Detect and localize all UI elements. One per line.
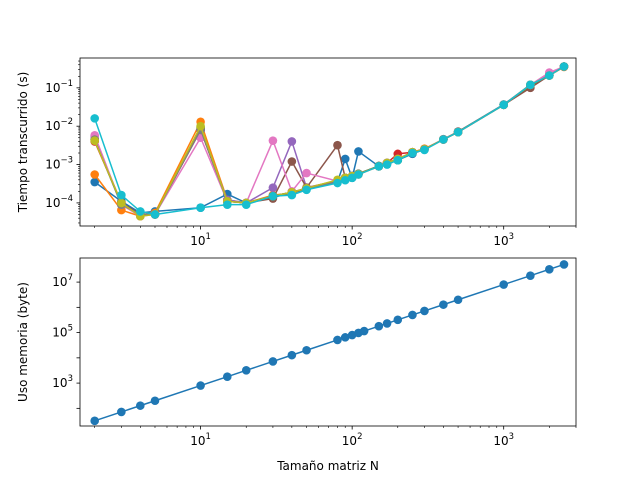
data-point — [340, 154, 350, 164]
memory-chart-frame — [79, 257, 577, 427]
data-point — [287, 137, 297, 146]
data-point — [393, 315, 403, 325]
x-tick-label: 102 — [342, 232, 363, 248]
data-point — [340, 175, 350, 185]
data-point — [268, 357, 278, 366]
data-point — [408, 310, 417, 320]
data-point — [302, 168, 311, 178]
data-point — [420, 145, 429, 155]
time-chart-frame — [79, 57, 577, 227]
data-point — [374, 162, 384, 171]
y-tick-label: 107 — [52, 273, 73, 289]
data-point — [359, 326, 369, 336]
data-point — [302, 345, 311, 355]
data-point — [333, 335, 342, 345]
data-point — [420, 306, 429, 316]
data-point — [90, 114, 99, 123]
x-tick-label: 102 — [342, 432, 363, 448]
time-chart-marks — [90, 62, 569, 221]
memory-chart-x-label: Tamaño matriz N — [276, 459, 379, 473]
data-point — [90, 416, 99, 426]
data-point — [354, 170, 363, 179]
data-point — [545, 71, 554, 80]
data-point — [223, 200, 232, 209]
memory-chart-ticks: 101 102 103 103 105 107 — [52, 273, 577, 448]
y-tick-label: 10−1 — [45, 79, 73, 95]
y-tick-label: 105 — [52, 324, 73, 340]
data-point — [196, 121, 205, 131]
memory-chart-marks — [90, 260, 569, 426]
data-point — [268, 191, 278, 201]
y-tick-label: 10−2 — [45, 117, 73, 133]
data-point — [545, 265, 554, 274]
data-point — [241, 366, 251, 375]
data-point — [526, 80, 535, 90]
time-chart-ticks: 101 102 103 10−4 10−3 10−2 10−1 — [45, 60, 577, 248]
data-point — [340, 333, 350, 342]
data-point — [453, 127, 463, 137]
data-point — [90, 177, 99, 187]
data-point — [136, 207, 145, 216]
data-point — [223, 372, 232, 381]
time-chart: 101 102 103 10−4 10−3 10−2 10−1 Tiempo transcu… — [16, 57, 577, 248]
data-point — [117, 407, 126, 417]
data-point — [117, 198, 126, 208]
y-tick-label: 10−4 — [45, 194, 73, 210]
data-point — [150, 396, 160, 406]
data-point — [499, 280, 509, 289]
data-point — [302, 185, 311, 195]
data-point — [287, 190, 297, 200]
data-point — [499, 100, 509, 110]
data-point — [287, 350, 297, 360]
data-point — [268, 136, 278, 145]
data-point — [382, 160, 392, 169]
memory-chart-y-label: Uso memoria (byte) — [16, 282, 30, 402]
data-point — [136, 401, 145, 410]
y-tick-label: 10−3 — [45, 156, 73, 172]
data-point — [196, 381, 205, 390]
data-point — [393, 155, 403, 165]
data-point — [354, 147, 363, 156]
data-point — [268, 183, 278, 192]
data-point — [287, 157, 297, 166]
data-point — [333, 140, 342, 150]
data-point — [374, 321, 384, 331]
y-tick-label: 103 — [52, 374, 73, 390]
data-point — [439, 300, 448, 309]
data-point — [559, 62, 569, 71]
data-point — [241, 200, 251, 209]
data-point — [90, 170, 99, 179]
data-point — [559, 260, 569, 269]
data-point — [382, 319, 392, 328]
data-point — [408, 148, 417, 158]
x-tick-label: 103 — [493, 432, 514, 448]
data-point — [526, 271, 535, 280]
data-point — [90, 136, 99, 145]
time-chart-y-label: Tiempo transcurrido (s) — [16, 72, 30, 214]
x-tick-label: 103 — [493, 232, 514, 248]
data-point — [196, 203, 205, 212]
data-point — [150, 210, 160, 219]
data-point — [333, 178, 342, 188]
data-point — [439, 135, 448, 144]
data-point — [117, 190, 126, 200]
memory-chart: 101 102 103 103 105 107 Uso memoria (byte) Ta… — [16, 257, 577, 473]
x-tick-label: 101 — [190, 432, 211, 448]
data-point — [453, 295, 463, 305]
x-tick-label: 101 — [190, 232, 211, 248]
